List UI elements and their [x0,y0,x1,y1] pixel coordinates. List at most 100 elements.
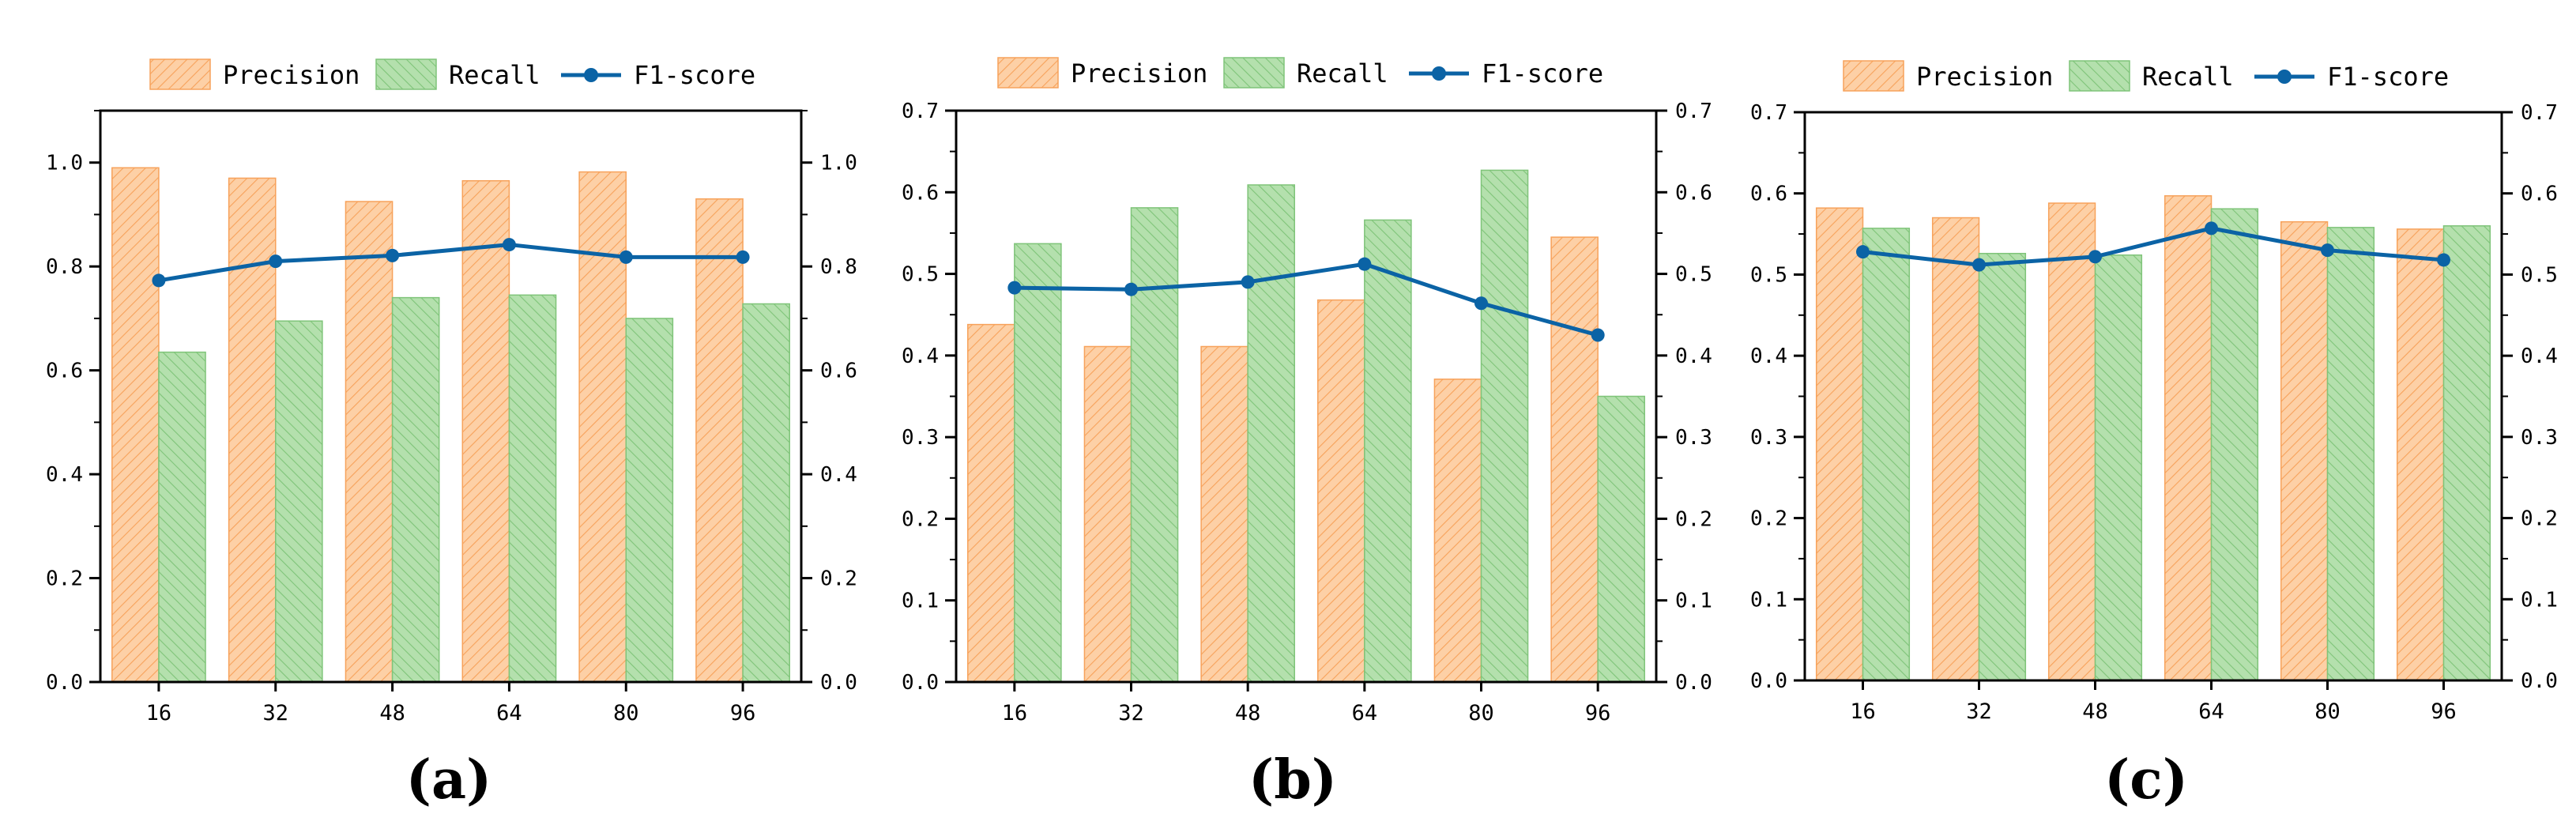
precision-bar [2047,202,2096,681]
precision-bar [1200,345,1248,683]
x-axis: 16 32 48 64 80 96 [146,682,756,725]
legend-recall-label: Recall [449,60,540,90]
x-tick-label: 96 [730,701,756,725]
recall-bar [1978,252,2027,681]
y-tick-label-right: 0.0 [2521,669,2558,693]
x-tick-label: 48 [1235,701,1261,725]
legend: Precision Recall F1-score [1843,60,2449,92]
x-axis: 16 32 48 64 80 96 [1850,680,2457,724]
y-tick-label-left: 0.4 [1750,345,1787,368]
chart-panel-a: 0.0 0.0 0.2 0.2 0.4 0.4 0.6 0.6 0.8 0.8 1.0 1.0 16 32… [46,58,857,812]
y-tick-label-left: 0.0 [46,671,83,695]
y-tick-label-right: 0.0 [1675,671,1712,695]
y-tick-label-left: 1.0 [46,152,83,175]
x-tick-label: 96 [1585,701,1611,725]
f1-point [1124,282,1138,296]
bars [111,167,790,683]
precision-bar [2396,228,2445,681]
recall-bar [742,303,790,683]
x-tick-label: 64 [1352,701,1378,725]
recall-bar [275,320,323,683]
f1-point [152,273,166,288]
plot-frame [99,109,803,684]
precision-bar [2280,220,2329,681]
f1-point [2088,250,2102,264]
f1-point [736,250,750,264]
y-tick-label-left: 0.2 [902,507,939,531]
legend-recall-swatch [1223,57,1285,89]
y-tick-label-left: 0.0 [1750,669,1787,693]
recall-bar [1014,243,1062,683]
f1-series [1007,257,1605,342]
y-tick-label-right: 0.4 [820,463,857,487]
x-tick-label: 64 [496,701,522,725]
f1-point [1358,257,1372,271]
f1-series [152,238,750,288]
bars [1815,195,2491,681]
precision-bar [578,171,627,683]
legend-recall-label: Recall [2142,62,2234,92]
y-tick-label-left: 0.5 [902,263,939,287]
bars [967,169,1645,683]
legend-f1-label: F1-score [1482,58,1603,89]
recall-bar [1247,184,1295,683]
chart-panel-c: 0.0 0.0 0.1 0.1 0.2 0.2 0.3 0.3 0.4 0.4 0.5 0.5 0.6 0… [1750,60,2558,812]
x-tick-label: 80 [613,701,639,725]
precision-bar [1083,345,1132,683]
x-tick-label: 48 [379,701,405,725]
y-tick-label-left: 0.0 [902,671,939,695]
y-tick-label-right: 0.3 [2521,426,2558,450]
recall-bar [2442,225,2491,681]
y-axis: 0.0 0.0 0.1 0.1 0.2 0.2 0.3 0.3 0.4 0.4 0.5 0.5 0.6 0… [1750,101,2558,693]
f1-point [1856,245,1870,259]
recall-bar [508,294,557,683]
precision-bar [1317,299,1365,683]
f1-point [502,238,516,252]
legend-recall-swatch [375,58,437,90]
y-tick-label-right: 0.4 [2521,345,2558,368]
precision-bar [1550,236,1599,683]
f1-line [158,243,744,283]
legend-recall-label: Recall [1297,58,1388,89]
y-tick-label-left: 0.6 [46,360,83,383]
legend-precision-label: Precision [223,60,360,90]
f1-series [1856,221,2450,272]
f1-point [619,250,633,264]
f1-point [386,248,400,262]
y-tick-label-left: 0.6 [1750,183,1787,206]
panel-label: (a) [406,748,491,812]
y-tick-label-right: 0.5 [1675,263,1712,287]
precision-bar [1433,379,1482,683]
f1-point [1972,258,1986,272]
recall-bar [1480,169,1529,683]
y-tick-label-left: 0.2 [1750,507,1787,531]
recall-bar [2210,208,2259,681]
y-tick-label-left: 0.6 [902,181,939,205]
f1-point [269,254,283,269]
recall-bar [2094,254,2143,681]
legend-precision-label: Precision [1071,58,1207,89]
y-tick-label-left: 0.1 [902,590,939,613]
x-tick-label: 16 [146,701,172,725]
precision-bar [967,323,1015,683]
chart-panel-b: 0.0 0.0 0.1 0.1 0.2 0.2 0.3 0.3 0.4 0.4 0.5 0.5 0.6 0… [902,57,1712,812]
y-tick-label-left: 0.3 [1750,426,1787,450]
y-tick-label-right: 1.0 [820,152,857,175]
y-tick-label-right: 0.2 [1675,507,1712,531]
recall-bar [158,351,206,683]
y-tick-label-right: 0.5 [2521,263,2558,287]
y-tick-label-left: 0.1 [1750,588,1787,612]
y-tick-label-right: 0.4 [1675,345,1712,368]
recall-bar [391,296,440,683]
y-tick-label-right: 0.6 [1675,181,1712,205]
precision-bar [2164,195,2213,681]
recall-bar [1130,207,1179,683]
legend-f1-marker [2277,70,2292,84]
y-tick-label-left: 0.3 [902,426,939,450]
precision-bar [461,179,510,683]
y-axis: 0.0 0.0 0.2 0.2 0.4 0.4 0.6 0.6 0.8 0.8 1.0 1.0 [46,110,857,695]
legend-precision-label: Precision [1916,62,2053,92]
f1-point [1591,328,1605,342]
legend-precision-swatch [997,57,1059,89]
y-tick-label-left: 0.7 [902,100,939,123]
